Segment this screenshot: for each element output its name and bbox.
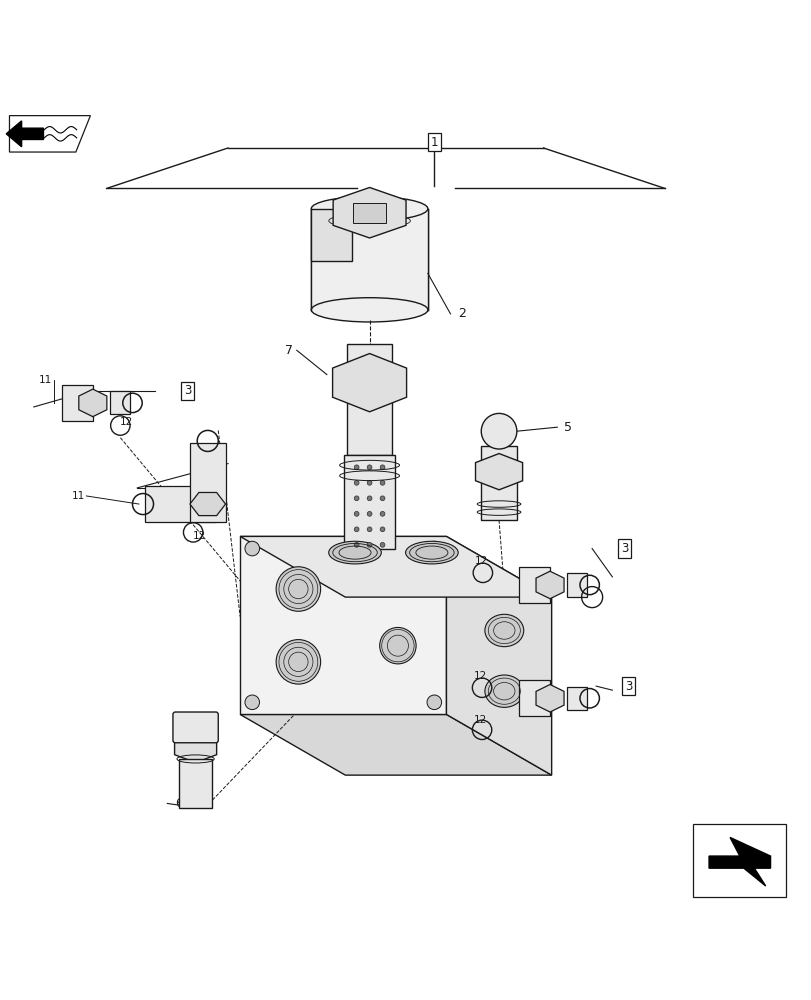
Polygon shape [359,358,379,375]
Polygon shape [519,567,549,603]
Circle shape [427,541,441,556]
Polygon shape [240,714,551,775]
Circle shape [367,496,371,501]
Polygon shape [179,759,212,808]
Polygon shape [708,837,770,886]
Circle shape [380,465,384,470]
Text: 11: 11 [39,375,52,385]
Ellipse shape [276,640,320,684]
Polygon shape [566,687,586,710]
Circle shape [367,511,371,516]
Polygon shape [10,116,90,152]
Text: 6: 6 [175,797,183,810]
Circle shape [481,413,517,449]
Polygon shape [311,209,351,261]
Circle shape [354,465,358,470]
Polygon shape [333,187,406,238]
Text: 7: 7 [285,344,292,357]
Polygon shape [62,385,92,421]
Text: 11: 11 [569,588,581,598]
Circle shape [367,527,371,532]
Circle shape [367,542,371,547]
Ellipse shape [328,541,381,564]
Text: 12: 12 [193,531,206,541]
Circle shape [367,465,371,470]
Polygon shape [446,536,551,775]
FancyBboxPatch shape [173,712,218,743]
Polygon shape [109,391,130,414]
Ellipse shape [484,614,523,647]
Circle shape [354,527,358,532]
Text: 3: 3 [620,542,628,555]
Polygon shape [343,455,395,549]
Polygon shape [145,486,216,522]
Polygon shape [240,536,551,597]
Circle shape [380,527,384,532]
Text: 2: 2 [458,307,466,320]
Polygon shape [353,203,385,223]
Ellipse shape [380,627,415,664]
Ellipse shape [311,197,427,221]
Text: 11: 11 [71,491,85,501]
Circle shape [245,695,260,710]
Text: 3: 3 [624,680,632,693]
Polygon shape [190,492,225,516]
Ellipse shape [406,541,457,564]
Polygon shape [240,536,446,714]
Ellipse shape [311,298,427,322]
Polygon shape [333,354,406,412]
Circle shape [245,541,260,556]
Circle shape [367,480,371,485]
Polygon shape [481,446,517,520]
Polygon shape [311,209,427,310]
Circle shape [380,496,384,501]
Polygon shape [475,454,522,490]
Ellipse shape [484,675,523,707]
Text: 4: 4 [214,481,221,494]
Circle shape [354,542,358,547]
Text: 12: 12 [474,556,487,566]
Polygon shape [190,443,225,522]
Circle shape [354,496,358,501]
Polygon shape [535,571,564,599]
Ellipse shape [276,567,320,611]
Circle shape [354,480,358,485]
Polygon shape [519,680,549,716]
Text: 12: 12 [474,715,487,725]
Polygon shape [535,685,564,712]
Polygon shape [174,731,217,763]
Circle shape [354,511,358,516]
Text: 5: 5 [563,421,571,434]
Polygon shape [6,121,44,147]
Polygon shape [566,573,586,597]
Circle shape [380,542,384,547]
Text: 3: 3 [183,384,191,397]
Polygon shape [79,389,107,417]
Text: 12: 12 [120,417,133,427]
Circle shape [380,511,384,516]
Circle shape [427,695,441,710]
Polygon shape [693,824,785,897]
Circle shape [380,480,384,485]
Polygon shape [346,344,392,455]
Text: 1: 1 [430,136,437,149]
Text: 12: 12 [474,671,487,681]
